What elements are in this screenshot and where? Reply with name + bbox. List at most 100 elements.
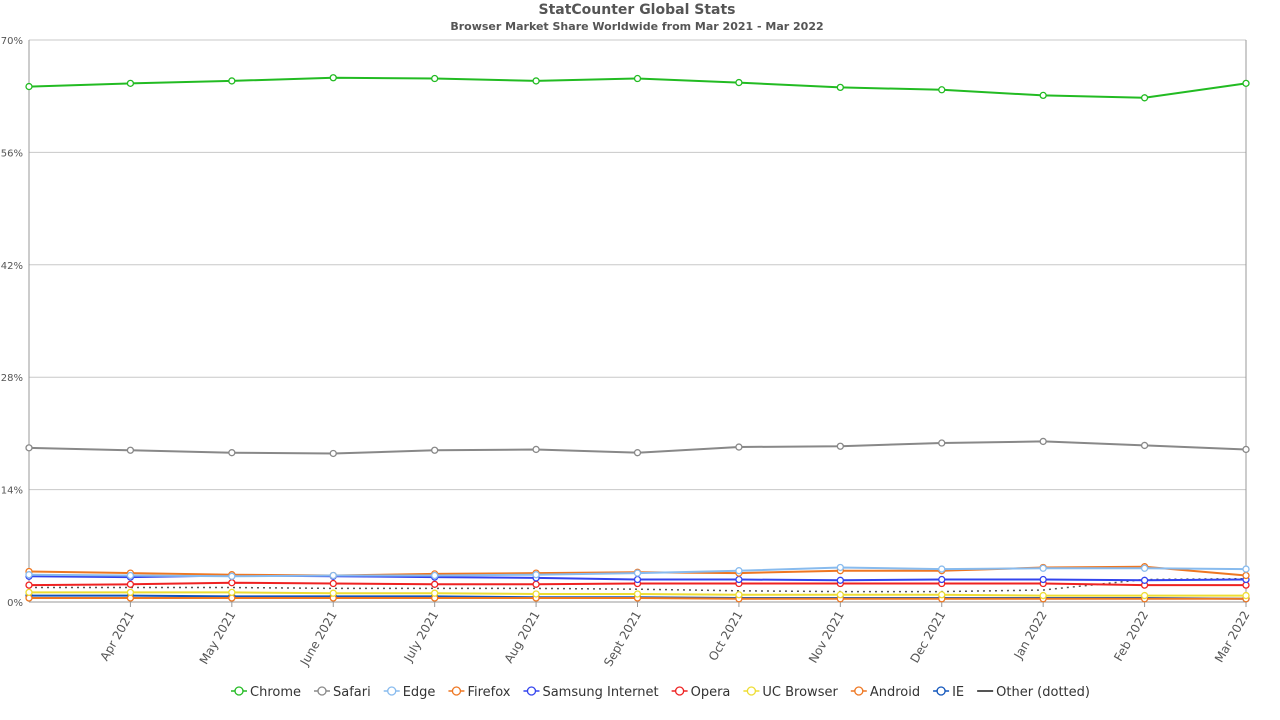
data-point-edge bbox=[431, 571, 439, 580]
data-point-safari bbox=[735, 443, 743, 451]
data-point-uc-browser bbox=[1242, 591, 1250, 600]
data-point-safari bbox=[431, 446, 439, 454]
data-point-safari bbox=[1140, 441, 1149, 450]
grid-lines bbox=[28, 39, 1247, 603]
legend-label: Samsung Internet bbox=[542, 685, 658, 700]
data-point-safari bbox=[1039, 437, 1047, 446]
legend-label: Edge bbox=[403, 685, 436, 700]
x-tick-label: Sept 2021 bbox=[601, 609, 644, 669]
legend-item-firefox: Firefox bbox=[448, 685, 511, 700]
data-point-uc-browser bbox=[25, 588, 33, 597]
data-point-uc-browser bbox=[1039, 591, 1047, 600]
data-point-edge bbox=[126, 571, 135, 580]
data-point-uc-browser bbox=[431, 589, 439, 597]
y-tick-label: 56% bbox=[1, 148, 23, 159]
data-point-opera bbox=[329, 579, 337, 588]
legend-marker bbox=[234, 686, 244, 696]
data-point-edge bbox=[633, 569, 642, 577]
data-point-chrome bbox=[633, 74, 642, 83]
data-point-safari bbox=[633, 449, 642, 457]
data-point-chrome bbox=[431, 74, 439, 83]
data-point-edge bbox=[532, 571, 540, 579]
data-point-samsung-internet bbox=[836, 576, 844, 584]
data-point-uc-browser bbox=[228, 588, 236, 597]
legend-marker bbox=[674, 686, 685, 696]
data-point-uc-browser bbox=[735, 591, 743, 599]
legend-label: Safari bbox=[333, 685, 371, 700]
legend-label: Chrome bbox=[250, 685, 301, 700]
data-point-edge bbox=[25, 571, 33, 579]
data-point-uc-browser bbox=[329, 589, 337, 597]
data-point-edge bbox=[329, 571, 337, 580]
legend-marker bbox=[936, 686, 946, 696]
legend-marker bbox=[451, 686, 462, 696]
legend-item-chrome: Chrome bbox=[231, 685, 301, 700]
data-point-safari bbox=[836, 442, 844, 450]
data-point-edge bbox=[735, 567, 743, 575]
series-line-other-dotted bbox=[29, 577, 1247, 593]
data-point-safari bbox=[329, 449, 337, 458]
chart-title: StatCounter Global Stats bbox=[538, 2, 735, 18]
series-chrome bbox=[25, 74, 1250, 102]
data-point-uc-browser bbox=[1140, 591, 1149, 600]
data-point-edge bbox=[1039, 564, 1047, 572]
data-point-opera bbox=[532, 580, 540, 588]
data-point-safari bbox=[938, 439, 946, 447]
x-tick-label: Apr 2021 bbox=[97, 609, 137, 664]
data-point-safari bbox=[126, 446, 135, 454]
x-tick-label: Oct 2021 bbox=[706, 609, 746, 664]
data-point-chrome bbox=[329, 74, 337, 82]
series-edge bbox=[25, 563, 1250, 580]
x-tick-label: Nov 2021 bbox=[806, 609, 847, 666]
series-other-dotted bbox=[29, 577, 1247, 593]
legend-marker bbox=[746, 686, 757, 696]
legend-marker bbox=[387, 686, 397, 696]
data-point-edge bbox=[938, 565, 946, 573]
x-tick-label: July 2021 bbox=[401, 609, 442, 665]
data-point-uc-browser bbox=[532, 590, 540, 598]
data-point-chrome bbox=[126, 79, 135, 88]
x-axis: Apr 2021 May 2021 June 2021 July 2021 Aug 20… bbox=[97, 602, 1253, 669]
data-point-firefox bbox=[1242, 571, 1250, 580]
series-uc-browser bbox=[25, 588, 1250, 600]
data-point-chrome bbox=[532, 77, 540, 85]
data-point-samsung-internet bbox=[735, 575, 743, 584]
x-tick-label: May 2021 bbox=[197, 609, 239, 667]
data-point-samsung-internet bbox=[633, 575, 642, 584]
data-point-samsung-internet bbox=[938, 575, 946, 584]
data-point-safari bbox=[532, 445, 540, 454]
data-point-chrome bbox=[836, 83, 844, 92]
legend-label: Opera bbox=[691, 685, 731, 700]
data-point-uc-browser bbox=[633, 590, 642, 598]
data-point-edge bbox=[1140, 564, 1149, 572]
data-point-samsung-internet bbox=[1039, 575, 1047, 584]
legend-item-other-dotted: Other (dotted) bbox=[977, 685, 1090, 700]
x-tick-label: Feb 2022 bbox=[1111, 609, 1151, 664]
data-point-chrome bbox=[1039, 91, 1047, 100]
y-axis: 0% 14% 28% 42% 56% 70% bbox=[1, 36, 23, 609]
legend-marker bbox=[526, 686, 537, 696]
legend-item-ie: IE bbox=[933, 685, 964, 700]
y-tick-label: 28% bbox=[1, 373, 23, 384]
data-point-uc-browser bbox=[836, 591, 844, 599]
data-point-safari bbox=[1242, 445, 1250, 454]
series-lines bbox=[25, 74, 1250, 603]
data-point-opera bbox=[126, 580, 135, 588]
y-tick-label: 42% bbox=[1, 261, 23, 272]
legend-item-edge: Edge bbox=[383, 685, 436, 700]
data-point-safari bbox=[25, 444, 33, 452]
x-tick-label: June 2021 bbox=[297, 609, 340, 669]
chart-subtitle: Browser Market Share Worldwide from Mar … bbox=[450, 20, 823, 33]
legend-label: IE bbox=[952, 685, 964, 700]
data-point-edge bbox=[228, 572, 236, 580]
data-point-chrome bbox=[228, 77, 236, 85]
x-tick-label: Mar 2022 bbox=[1212, 609, 1253, 665]
x-tick-label: Dec 2021 bbox=[907, 609, 948, 666]
legend-label: Firefox bbox=[467, 685, 510, 700]
data-point-chrome bbox=[1242, 79, 1250, 88]
y-tick-label: 14% bbox=[1, 486, 23, 497]
legend-item-safari: Safari bbox=[314, 685, 371, 700]
legend-label: UC Browser bbox=[762, 685, 838, 700]
